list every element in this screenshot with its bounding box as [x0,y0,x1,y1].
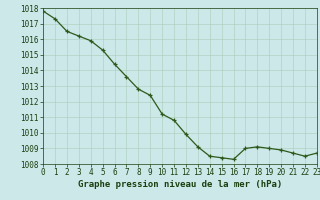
X-axis label: Graphe pression niveau de la mer (hPa): Graphe pression niveau de la mer (hPa) [78,180,282,189]
